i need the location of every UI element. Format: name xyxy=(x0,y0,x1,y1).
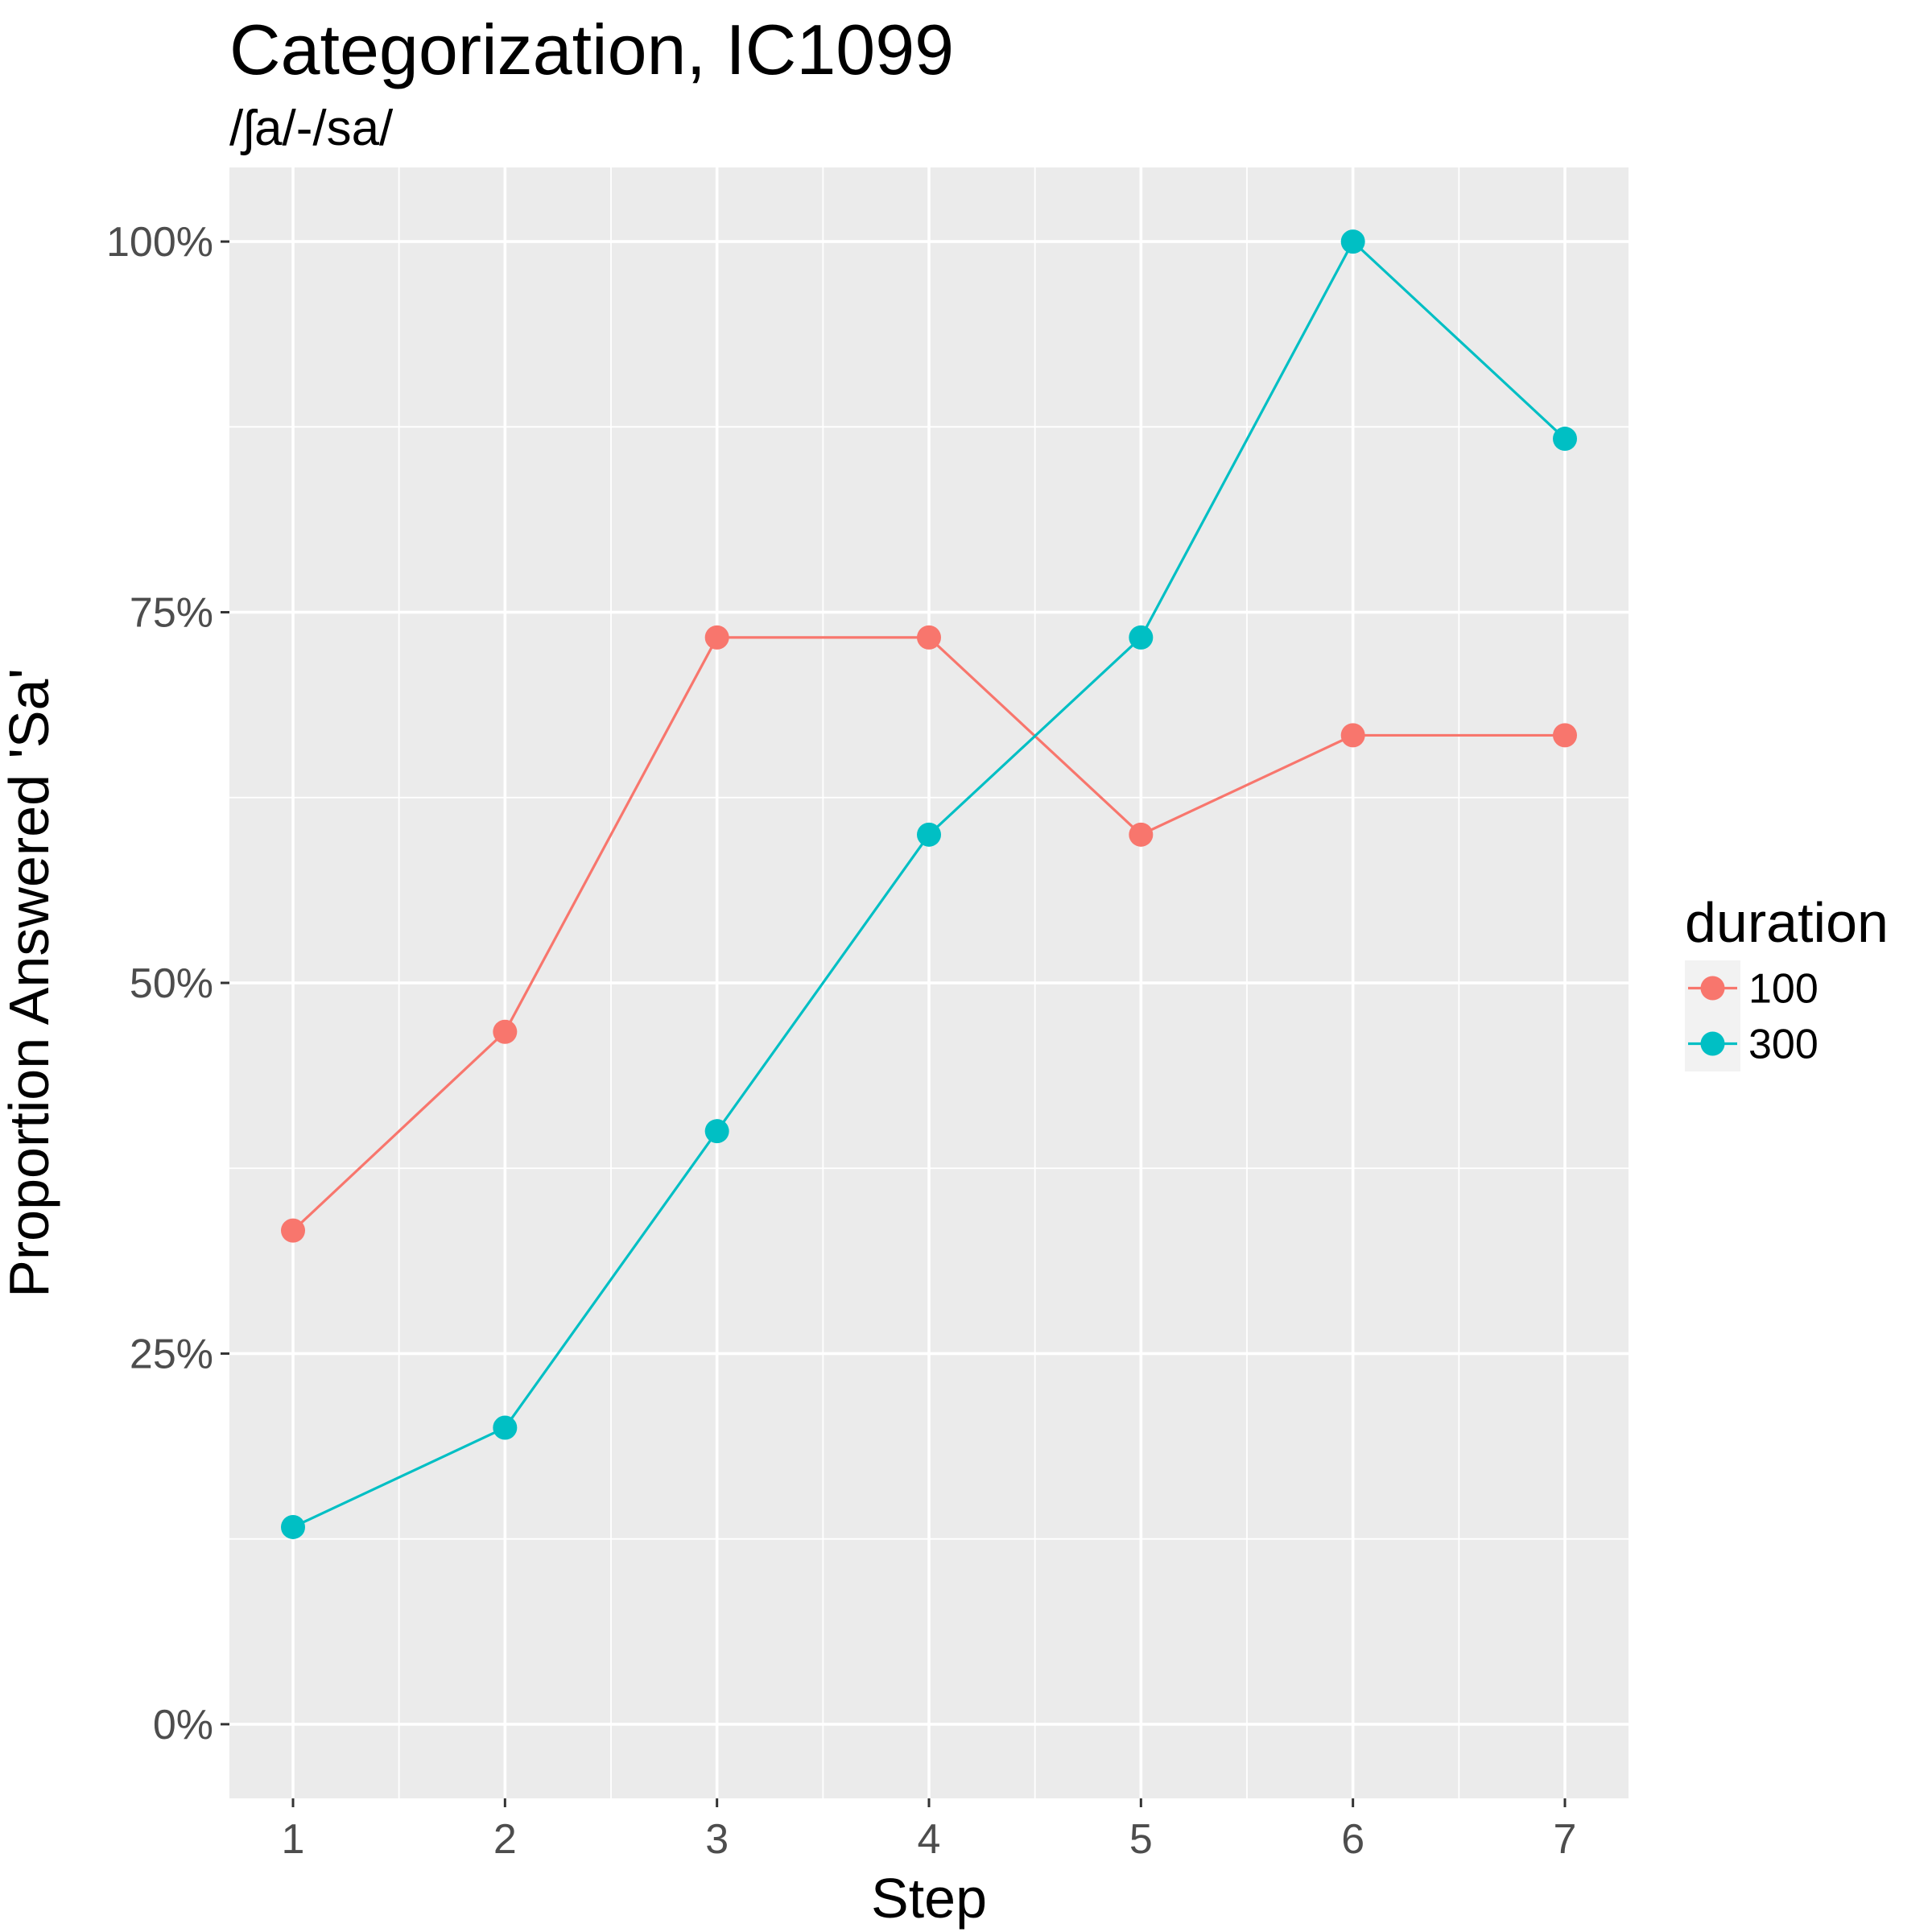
chart-subtitle: /ʃa/-/sa/ xyxy=(229,101,394,156)
data-point-300 xyxy=(1340,229,1365,254)
y-tick-label: 75% xyxy=(130,590,213,637)
data-point-300 xyxy=(281,1514,305,1539)
x-tick-label: 4 xyxy=(918,1816,941,1863)
data-point-100 xyxy=(281,1218,305,1243)
x-axis: 1 2 3 4 5 6 7 xyxy=(282,1798,1577,1863)
y-tick-label: 25% xyxy=(130,1331,213,1377)
legend-key-point xyxy=(1700,976,1725,1001)
x-tick-label: 7 xyxy=(1554,1816,1577,1863)
y-tick-label: 100% xyxy=(106,219,213,266)
data-point-100 xyxy=(1129,822,1154,847)
y-axis: 0% 25% 50% 75% 100% xyxy=(106,219,229,1748)
legend-title: duration xyxy=(1685,891,1889,954)
data-point-100 xyxy=(1553,723,1577,748)
x-tick-label: 5 xyxy=(1129,1816,1153,1863)
data-point-300 xyxy=(493,1415,518,1440)
data-point-300 xyxy=(917,822,941,847)
data-point-100 xyxy=(1340,723,1365,748)
data-point-100 xyxy=(917,625,941,650)
legend-key-point xyxy=(1700,1031,1725,1056)
legend-label-100: 100 xyxy=(1748,966,1818,1013)
x-axis-title: Step xyxy=(871,1867,987,1930)
chart-title: Categorization, IC1099 xyxy=(229,10,954,89)
legend: duration 100 300 xyxy=(1685,891,1889,1071)
y-tick-label: 0% xyxy=(153,1702,213,1748)
data-point-300 xyxy=(1553,427,1577,452)
data-point-100 xyxy=(704,625,729,650)
data-point-100 xyxy=(493,1019,518,1044)
x-tick-label: 3 xyxy=(705,1816,729,1863)
series-points xyxy=(281,229,1577,1539)
grid-major xyxy=(229,167,1629,1798)
data-point-300 xyxy=(704,1119,729,1144)
x-tick-label: 6 xyxy=(1341,1816,1364,1863)
legend-label-300: 300 xyxy=(1748,1022,1818,1068)
data-point-300 xyxy=(1129,625,1154,650)
y-tick-label: 50% xyxy=(130,960,213,1007)
x-tick-label: 2 xyxy=(493,1816,517,1863)
x-tick-label: 1 xyxy=(282,1816,305,1863)
y-axis-title: Proportion Answered 'Sa' xyxy=(0,668,60,1298)
